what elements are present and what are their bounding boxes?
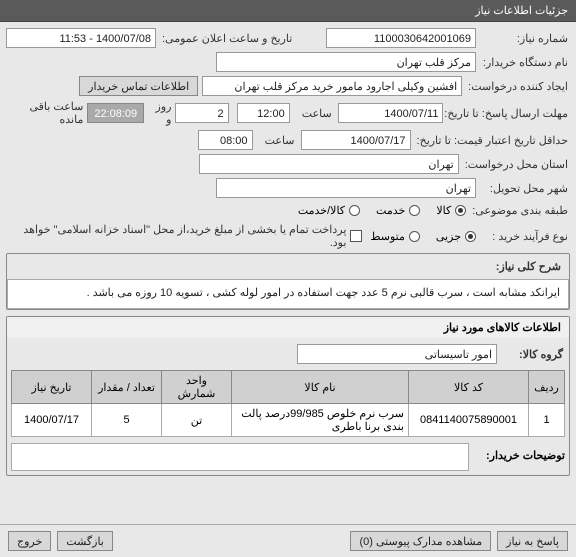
cat-goods-label: کالا [436, 204, 451, 217]
payment-note-checkbox[interactable]: پرداخت تمام یا بخشی از مبلغ خرید،از محل … [6, 223, 362, 249]
cell-unit: تن [162, 404, 232, 437]
col-name: نام کالا [232, 371, 409, 404]
attachments-button[interactable]: مشاهده مدارک پیوستی (0) [350, 531, 491, 551]
category-label: طبقه بندی موضوعی: [470, 202, 570, 219]
col-unit: واحد شمارش [162, 371, 232, 404]
table-row[interactable]: 1 0841140075890001 سرب نرم خلوص 99/985در… [12, 404, 565, 437]
validity-time-field: 08:00 [198, 130, 253, 150]
items-section: اطلاعات کالاهای مورد نیاز گروه کالا: امو… [6, 316, 570, 476]
request-city-field: تهران [199, 154, 459, 174]
buyer-notes-label: توضیحات خریدار: [475, 443, 565, 471]
days-remaining-field: 2 [175, 103, 228, 123]
need-desc-section: شرح کلی نیاز: ایرانکد مشابه است ، سرب قا… [6, 253, 570, 310]
pt-medium-radio[interactable]: متوسط [370, 230, 420, 243]
delivery-city-label: شهر محل تحویل: [480, 180, 570, 197]
cat-goods-service-radio[interactable]: کالا/خدمت [298, 204, 360, 217]
deadline-date-field: 1400/07/11 [338, 103, 444, 123]
radio-checked-icon [465, 231, 476, 242]
items-header: اطلاعات کالاهای مورد نیاز [7, 317, 569, 338]
validity-date-field: 1400/07/17 [301, 130, 411, 150]
radio-icon [409, 205, 420, 216]
need-no-label: شماره نیاز: [480, 30, 570, 47]
category-radio-group: کالا خدمت کالا/خدمت [298, 204, 466, 217]
footer-bar: پاسخ به نیاز مشاهده مدارک پیوستی (0) باز… [0, 524, 576, 557]
requester-field: افشین وکیلی اجارود مامور خرید مرکز قلب ت… [202, 76, 462, 96]
announce-label: تاریخ و ساعت اعلان عمومی: [160, 30, 294, 47]
cell-date: 1400/07/17 [12, 404, 92, 437]
validity-label: حداقل تاریخ اعتبار قیمت: تا تاریخ: [415, 132, 570, 149]
deadline-label: مهلت ارسال پاسخ: تا تاریخ: [447, 105, 570, 122]
checkbox-icon [350, 230, 362, 242]
radio-icon [349, 205, 360, 216]
remaining-time-box: 22:08:09 [87, 103, 144, 123]
cat-service-label: خدمت [376, 204, 405, 217]
group-label: گروه کالا: [505, 346, 565, 363]
cat-goods-service-label: کالا/خدمت [298, 204, 345, 217]
group-field: امور تاسیساتی [297, 344, 497, 364]
time-label-1: ساعت [294, 105, 334, 122]
purchase-type-radio-group: جزیی متوسط [370, 230, 476, 243]
remaining-label: ساعت باقی مانده [6, 100, 83, 126]
form-area: شماره نیاز: 1100030642001069 تاریخ و ساع… [0, 22, 576, 476]
pt-minor-radio[interactable]: جزیی [436, 230, 476, 243]
exit-button[interactable]: خروج [8, 531, 51, 551]
cat-goods-radio[interactable]: کالا [436, 204, 466, 217]
requester-label: ایجاد کننده درخواست: [466, 78, 570, 95]
col-date: تاریخ نیاز [12, 371, 92, 404]
delivery-city-field: تهران [216, 178, 476, 198]
payment-note-text: پرداخت تمام یا بخشی از مبلغ خرید،از محل … [6, 223, 346, 249]
reply-button[interactable]: پاسخ به نیاز [497, 531, 568, 551]
request-city-label: استان محل درخواست: [463, 156, 570, 173]
days-label: روز و [148, 100, 171, 126]
buyer-org-field: مرکز قلب تهران [216, 52, 476, 72]
items-table: ردیف کد کالا نام کالا واحد شمارش تعداد /… [11, 370, 565, 437]
buyer-notes-box [11, 443, 469, 471]
contact-buyer-button[interactable]: اطلاعات تماس خریدار [79, 76, 198, 96]
back-button[interactable]: بازگشت [57, 531, 113, 551]
window-header: جزئیات اطلاعات نیاز [0, 0, 576, 22]
time-label-2: ساعت [257, 132, 297, 149]
cat-service-radio[interactable]: خدمت [376, 204, 420, 217]
need-desc-box: ایرانکد مشابه است ، سرب قالبی نرم 5 عدد … [7, 279, 569, 309]
col-code: کد کالا [409, 371, 529, 404]
cell-qty: 5 [92, 404, 162, 437]
radio-icon [409, 231, 420, 242]
col-qty: تعداد / مقدار [92, 371, 162, 404]
need-no-field: 1100030642001069 [326, 28, 476, 48]
buyer-org-label: نام دستگاه خریدار: [480, 54, 570, 71]
cell-code: 0841140075890001 [409, 404, 529, 437]
table-header-row: ردیف کد کالا نام کالا واحد شمارش تعداد /… [12, 371, 565, 404]
need-desc-label: شرح کلی نیاز: [473, 258, 563, 275]
deadline-time-field: 12:00 [237, 103, 290, 123]
cell-row: 1 [529, 404, 565, 437]
purchase-type-label: نوع فرآیند خرید : [480, 228, 570, 245]
pt-medium-label: متوسط [370, 230, 405, 243]
announce-field: 1400/07/08 - 11:53 [6, 28, 156, 48]
window-title: جزئیات اطلاعات نیاز [475, 5, 568, 17]
radio-checked-icon [455, 205, 466, 216]
pt-minor-label: جزیی [436, 230, 461, 243]
cell-name: سرب نرم خلوص 99/985درصد پالت بندی برنا ب… [232, 404, 409, 437]
col-row: ردیف [529, 371, 565, 404]
